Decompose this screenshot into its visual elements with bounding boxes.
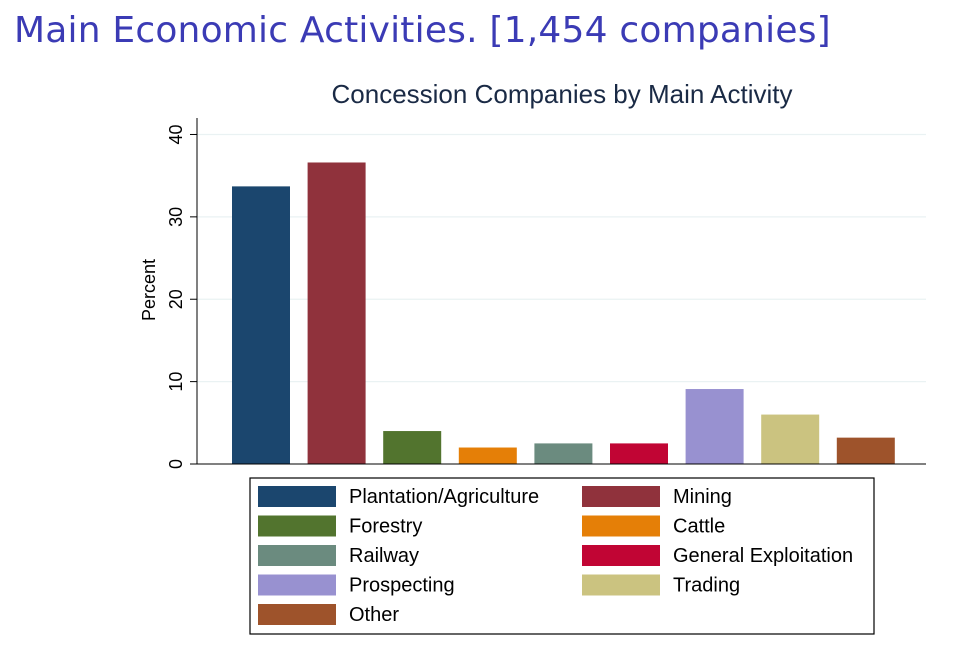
legend-swatch: [582, 574, 660, 596]
y-axis: 0 10 20 30 40: [166, 118, 926, 469]
bar-other: [836, 437, 895, 464]
bar-prospecting: [685, 389, 744, 464]
slide-title: Main Economic Activities. [1,454 compani…: [14, 10, 831, 51]
legend-label: Mining: [673, 486, 732, 508]
legend-swatch: [258, 604, 336, 625]
legend-box: [249, 477, 875, 635]
bar-mining: [307, 162, 366, 464]
legend-swatch: [258, 545, 336, 566]
legend-label: Trading: [673, 575, 740, 597]
legend-label: Plantation/Agriculture: [349, 486, 539, 508]
legend-label: Cattle: [673, 516, 725, 538]
y-tick-label: 30: [166, 207, 186, 227]
legend-swatch: [582, 515, 660, 537]
chart-title: Concession Companies by Main Activity: [332, 79, 793, 109]
legend-label: General Exploitation: [673, 545, 853, 567]
legend-label: Forestry: [349, 516, 422, 538]
bar-trading: [761, 414, 820, 464]
y-tick-label: 20: [166, 289, 186, 309]
gridlines: [197, 133, 926, 383]
y-tick-label: 40: [166, 124, 186, 144]
bars: [232, 162, 895, 464]
bar-plantation-agriculture: [232, 186, 290, 464]
bar-cattle: [458, 447, 517, 464]
legend: Plantation/Agriculture Mining Forestry Catt…: [249, 477, 875, 635]
legend-label: Prospecting: [349, 575, 455, 597]
y-tick-label: 10: [166, 372, 186, 392]
legend-label: Other: [349, 604, 399, 626]
y-tick-label: 0: [166, 459, 186, 469]
bar-general-exploitation: [610, 443, 668, 464]
y-axis-label: Percent: [139, 259, 159, 321]
legend-swatch: [258, 515, 336, 537]
legend-swatch: [582, 486, 660, 507]
bar-forestry: [383, 431, 442, 464]
legend-swatch: [258, 574, 336, 596]
legend-label: Railway: [349, 545, 419, 567]
legend-swatch: [582, 545, 660, 566]
bar-railway: [534, 443, 593, 464]
legend-swatch: [258, 486, 336, 507]
